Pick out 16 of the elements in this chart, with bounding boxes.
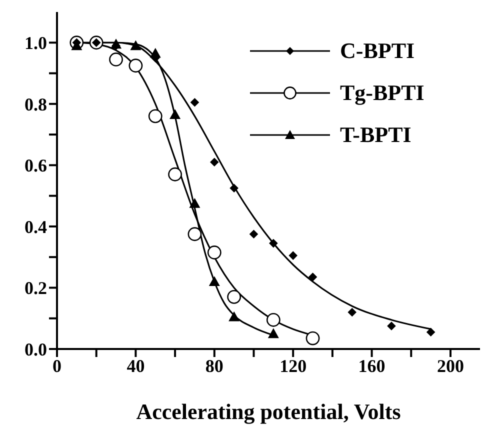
x-tick-label: 120	[280, 356, 307, 376]
y-tick-label: 0.4	[24, 216, 47, 237]
legend-label: C-BPTI	[340, 38, 415, 64]
y-tick-label: 0.2	[24, 278, 47, 298]
legend-label: T-BPTI	[340, 122, 412, 148]
x-tick-label: 200	[436, 356, 464, 376]
y-tick-label: 0.8	[24, 94, 47, 114]
x-axis-title: Accelerating potential, Volts	[136, 399, 402, 424]
x-tick-label: 0	[52, 356, 62, 376]
x-tick-label: 40	[126, 356, 145, 376]
y-tick-label: 0.0	[24, 339, 47, 360]
y-tick-label: 0.6	[24, 156, 47, 176]
x-tick-label: 80	[205, 356, 224, 376]
legend-label: Tg-BPTI	[340, 80, 424, 106]
y-tick-label: 1.0	[24, 33, 47, 54]
x-tick-label: 160	[358, 356, 386, 376]
